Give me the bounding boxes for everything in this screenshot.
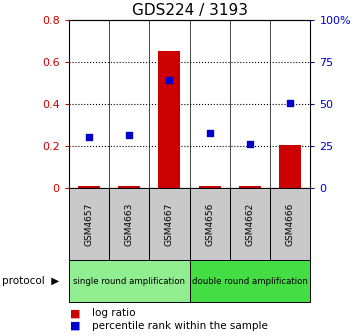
Point xyxy=(166,77,172,83)
Point xyxy=(86,134,92,140)
Bar xyxy=(239,186,261,188)
Point xyxy=(207,130,213,135)
Bar xyxy=(158,51,180,188)
Text: GSM4657: GSM4657 xyxy=(84,203,93,246)
Text: double round amplification: double round amplification xyxy=(192,277,308,286)
Text: percentile rank within the sample: percentile rank within the sample xyxy=(92,321,268,331)
Text: protocol  ▶: protocol ▶ xyxy=(2,277,59,286)
Text: GSM4662: GSM4662 xyxy=(245,203,255,246)
Text: ■: ■ xyxy=(70,321,81,331)
Title: GDS224 / 3193: GDS224 / 3193 xyxy=(131,3,248,17)
Text: GSM4656: GSM4656 xyxy=(205,203,214,246)
Text: GSM4663: GSM4663 xyxy=(125,203,134,246)
Text: log ratio: log ratio xyxy=(92,308,135,318)
Point xyxy=(287,100,293,106)
Text: GSM4666: GSM4666 xyxy=(286,203,295,246)
Point xyxy=(126,133,132,138)
Text: ■: ■ xyxy=(70,308,81,318)
Point xyxy=(247,141,253,147)
Bar xyxy=(78,186,100,188)
Bar xyxy=(199,186,221,188)
Bar xyxy=(279,145,301,188)
Text: GSM4667: GSM4667 xyxy=(165,203,174,246)
Bar xyxy=(118,186,140,188)
Text: single round amplification: single round amplification xyxy=(73,277,185,286)
